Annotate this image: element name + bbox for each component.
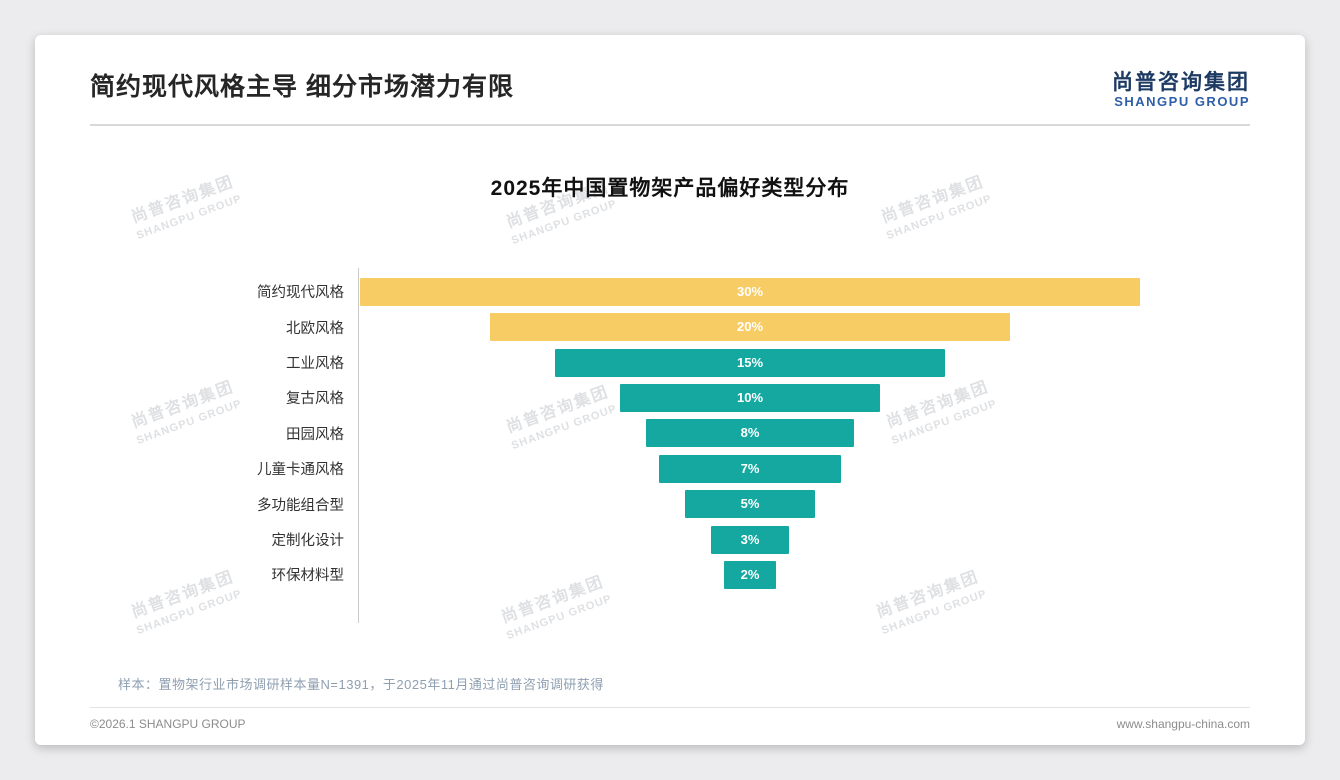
row-plot: 30% xyxy=(358,277,1250,306)
chart-row: 儿童卡通风格 7% xyxy=(90,451,1250,486)
bar-4: 8% xyxy=(646,419,854,448)
row-plot: 2% xyxy=(358,560,1250,589)
page-title: 简约现代风格主导 细分市场潜力有限 xyxy=(90,73,514,101)
value-label: 10% xyxy=(736,389,764,405)
row-plot: 20% xyxy=(358,313,1250,342)
category-label: 儿童卡通风格 xyxy=(257,462,344,479)
bar-7: 3% xyxy=(711,525,789,554)
category-label: 多功能组合型 xyxy=(257,497,344,514)
y-axis-line xyxy=(358,268,359,623)
category-label: 工业风格 xyxy=(286,356,344,373)
row-plot: 3% xyxy=(358,525,1250,554)
chart-row: 多功能组合型 5% xyxy=(90,486,1250,521)
website-text: www.shangpu-china.com xyxy=(1116,717,1250,731)
row-plot: 10% xyxy=(358,383,1250,412)
header: 简约现代风格主导 细分市场潜力有限 尚普咨询集团 SHANGPU GROUP xyxy=(90,35,1250,110)
bar-6: 5% xyxy=(685,490,815,519)
header-divider xyxy=(90,124,1250,127)
logo-text-cn: 尚普咨询集团 xyxy=(1112,71,1250,94)
page-footer: ©2026.1 SHANGPU GROUP www.shangpu-china.… xyxy=(90,707,1250,731)
bar-3: 10% xyxy=(620,383,880,412)
shangpu-logo: 尚普咨询集团 SHANGPU GROUP xyxy=(1112,71,1250,110)
bar-8: 2% xyxy=(724,560,776,589)
chart-row: 定制化设计 3% xyxy=(90,522,1250,557)
value-label: 15% xyxy=(736,354,764,370)
logo-text-en: SHANGPU GROUP xyxy=(1114,94,1250,110)
chart-row: 北欧风格 20% xyxy=(90,309,1250,344)
value-label: 7% xyxy=(740,460,760,476)
copyright-text: ©2026.1 SHANGPU GROUP xyxy=(90,717,246,731)
bar-0: 30% xyxy=(360,277,1140,306)
chart-row: 复古风格 10% xyxy=(90,380,1250,415)
category-label: 田园风格 xyxy=(286,426,344,443)
chart-row: 环保材料型 2% xyxy=(90,557,1250,592)
value-label: 5% xyxy=(740,496,760,512)
row-plot: 8% xyxy=(358,419,1250,448)
category-label: 定制化设计 xyxy=(271,533,345,549)
chart-row: 简约现代风格 30% xyxy=(90,274,1250,309)
value-label: 2% xyxy=(740,566,760,582)
bar-1: 20% xyxy=(490,313,1010,342)
sample-note: 样本：置物架行业市场调研样本量N=1391，于2025年11月通过尚普咨询调研获… xyxy=(118,677,604,692)
chart-title: 2025年中国置物架产品偏好类型分布 xyxy=(490,177,850,201)
chart-row: 田园风格 8% xyxy=(90,416,1250,451)
category-label: 北欧风格 xyxy=(286,320,344,337)
report-slide: 尚普咨询集团 SHANGPU GROUP 尚普咨询集团 SHANGPU GROUP 尚普… xyxy=(35,35,1305,745)
chart-row: 工业风格 15% xyxy=(90,345,1250,380)
row-plot: 15% xyxy=(358,348,1250,377)
chart-rows: 简约现代风格 30% 北欧风格 20% 工业风格 15% 复古风格 10% 田园风格 8% 儿童卡通… xyxy=(90,274,1250,593)
category-label: 简约现代风格 xyxy=(257,285,344,302)
category-label: 环保材料型 xyxy=(271,568,345,585)
value-label: 30% xyxy=(736,283,764,299)
bar-5: 7% xyxy=(659,454,841,483)
row-plot: 5% xyxy=(358,490,1250,519)
category-label: 复古风格 xyxy=(286,391,344,408)
value-label: 20% xyxy=(736,319,764,335)
bar-2: 15% xyxy=(555,348,945,377)
value-label: 3% xyxy=(740,531,760,547)
funnel-bar-chart: 简约现代风格 30% 北欧风格 20% 工业风格 15% 复古风格 10% 田园风格 8% 儿童卡通… xyxy=(90,268,1250,623)
value-label: 8% xyxy=(740,425,760,441)
row-plot: 7% xyxy=(358,454,1250,483)
